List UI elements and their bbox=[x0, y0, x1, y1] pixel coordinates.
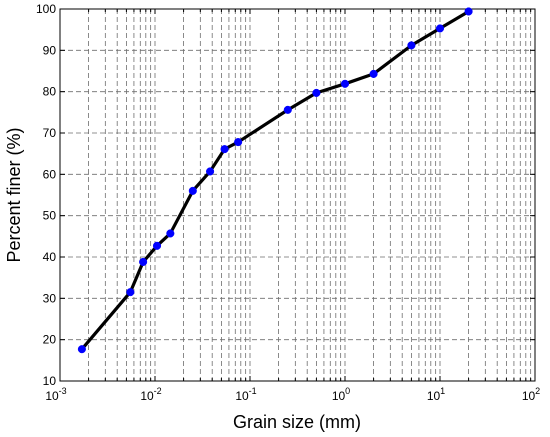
series-layer bbox=[77, 7, 473, 354]
data-point bbox=[312, 88, 321, 97]
y-tick-label: 40 bbox=[43, 250, 57, 264]
x-tick-label: 100 bbox=[332, 386, 350, 403]
y-tick-label: 20 bbox=[43, 333, 57, 347]
y-tick-label: 50 bbox=[43, 209, 57, 223]
data-point bbox=[77, 345, 86, 354]
x-tick-label: 10-2 bbox=[140, 386, 161, 403]
data-point bbox=[340, 79, 350, 88]
data-point bbox=[369, 69, 378, 78]
data-point bbox=[166, 229, 175, 238]
data-point bbox=[283, 105, 292, 114]
data-point bbox=[206, 167, 215, 176]
y-tick-label: 60 bbox=[43, 167, 57, 181]
data-point bbox=[188, 186, 197, 195]
data-point bbox=[234, 138, 243, 147]
data-point bbox=[126, 288, 135, 297]
y-tick-label: 70 bbox=[43, 126, 57, 140]
data-point bbox=[407, 41, 416, 50]
x-tick-label: 102 bbox=[522, 386, 540, 403]
x-tick-label: 10-3 bbox=[45, 386, 66, 403]
plot-frame bbox=[59, 8, 536, 382]
data-point bbox=[464, 7, 473, 16]
y-axis-label: Percent finer (%) bbox=[4, 127, 24, 262]
axis-ticks: 10 20 30 40 50 60 70 80 90 100 10-3 10-2 10-1 100 101 1… bbox=[36, 2, 540, 403]
series-line bbox=[80, 10, 470, 351]
data-point bbox=[139, 257, 148, 267]
y-tick-label: 100 bbox=[36, 2, 56, 16]
x-tick-label: 101 bbox=[427, 386, 445, 403]
x-tick-label: 10-1 bbox=[235, 386, 256, 403]
data-point bbox=[435, 24, 445, 33]
y-tick-label: 10 bbox=[43, 374, 57, 388]
y-tick-label: 80 bbox=[43, 85, 57, 99]
data-point bbox=[220, 145, 229, 154]
x-axis-label: Grain size (mm) bbox=[233, 412, 361, 432]
y-tick-label: 30 bbox=[43, 291, 57, 305]
grid bbox=[60, 9, 535, 381]
y-tick-label: 90 bbox=[43, 43, 57, 57]
data-point bbox=[152, 241, 162, 250]
